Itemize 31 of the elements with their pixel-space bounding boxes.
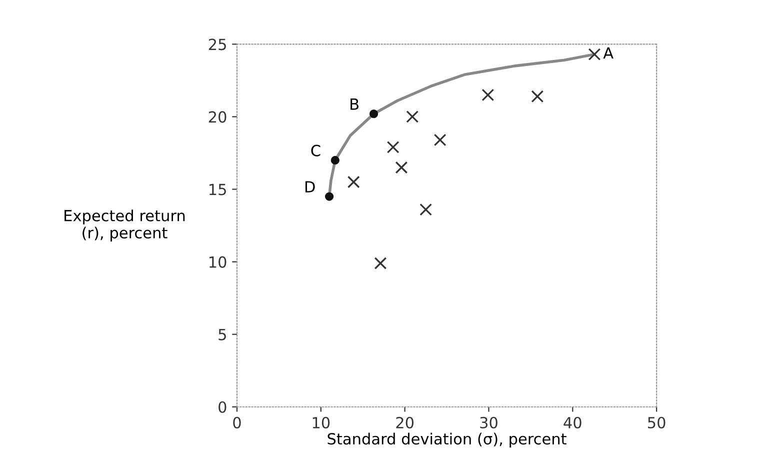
- x-tick-label: 40: [564, 416, 582, 428]
- y-tick-label: 0: [218, 401, 226, 413]
- y-tick-label: 15: [210, 184, 226, 196]
- y-axis-title: Expected return (r), percent: [64, 210, 185, 242]
- point: [347, 176, 360, 188]
- x-tick-label: 0: [233, 416, 241, 428]
- y-tick-label: 5: [218, 329, 226, 340]
- point: [482, 88, 494, 102]
- point: [374, 257, 387, 270]
- point: [588, 48, 601, 61]
- point: [324, 192, 334, 201]
- x-tick-label: 10: [312, 416, 330, 428]
- annotation: B: [350, 98, 358, 110]
- x-tick-label: 30: [480, 416, 498, 428]
- annotation: D: [305, 181, 315, 192]
- y-tick-label: 20: [208, 111, 226, 123]
- x-tick-label: 50: [648, 416, 666, 428]
- point: [369, 110, 378, 118]
- x-axis-title: Standard deviation (σ), percent: [328, 432, 566, 448]
- point: [420, 203, 432, 216]
- y-tick-label: 25: [208, 38, 226, 50]
- annotation: C: [311, 144, 320, 156]
- point: [395, 161, 408, 174]
- x-tick-label: 20: [396, 416, 414, 428]
- annotation: A: [603, 47, 614, 59]
- y-tick-label: 10: [210, 256, 226, 268]
- point: [406, 110, 419, 123]
- point: [386, 140, 400, 154]
- point: [531, 90, 544, 103]
- point: [330, 156, 340, 165]
- point: [434, 134, 446, 146]
